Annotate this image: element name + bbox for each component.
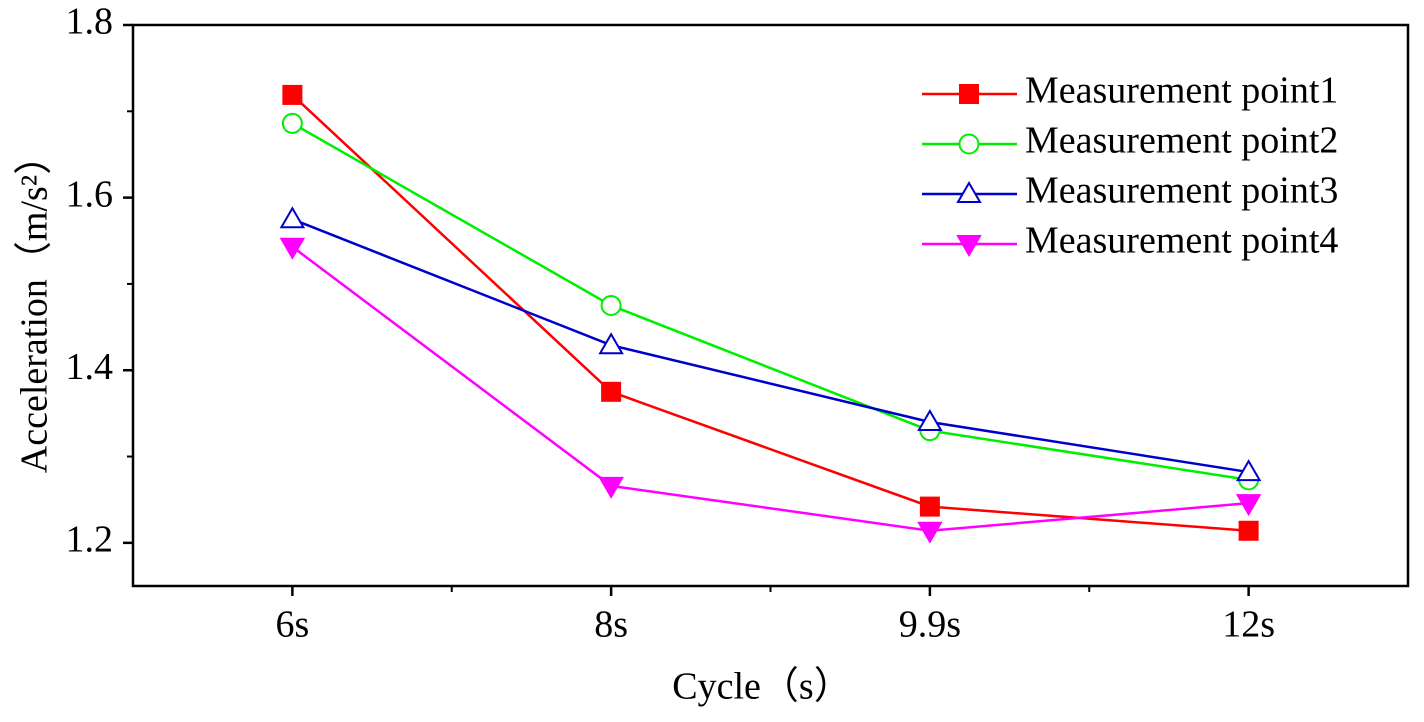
legend-marker xyxy=(956,181,982,203)
data-point xyxy=(600,295,622,316)
legend-label: Measurement point1 xyxy=(1025,70,1338,112)
data-point xyxy=(917,521,943,544)
x-axis-label: Cycle（s） xyxy=(672,666,851,708)
series-line xyxy=(291,122,1249,482)
x-tick-label: 9.9s xyxy=(899,604,961,646)
y-tick-label: 1.2 xyxy=(66,519,114,561)
data-point xyxy=(598,476,624,499)
data-point xyxy=(1238,520,1259,541)
data-point xyxy=(282,84,303,105)
x-tick-label: 6s xyxy=(275,604,309,646)
legend-label: Measurement point4 xyxy=(1025,220,1338,262)
data-point xyxy=(598,332,624,355)
data-point xyxy=(917,409,943,432)
series-line xyxy=(291,93,1249,533)
y-axis-label: Acceleration（m/s²） xyxy=(14,137,56,473)
data-point xyxy=(601,381,622,402)
x-tick-label: 12s xyxy=(1222,604,1275,646)
data-point xyxy=(1235,494,1262,517)
data-point xyxy=(281,112,303,134)
y-tick-label: 1.4 xyxy=(66,346,114,388)
y-tick-label: 1.6 xyxy=(66,173,114,215)
legend-marker xyxy=(956,235,982,257)
data-point xyxy=(279,237,306,260)
data-point xyxy=(919,496,940,517)
legend-marker xyxy=(959,84,979,104)
data-point xyxy=(1235,459,1262,482)
legend-label: Measurement point2 xyxy=(1025,120,1338,162)
y-tick-label: 1.8 xyxy=(66,1,114,43)
x-tick-label: 8s xyxy=(594,604,628,646)
series-line xyxy=(291,218,1249,474)
legend-label: Measurement point3 xyxy=(1025,170,1338,212)
legend-marker xyxy=(958,133,980,155)
data-point xyxy=(279,206,306,229)
series-line xyxy=(291,245,1249,533)
